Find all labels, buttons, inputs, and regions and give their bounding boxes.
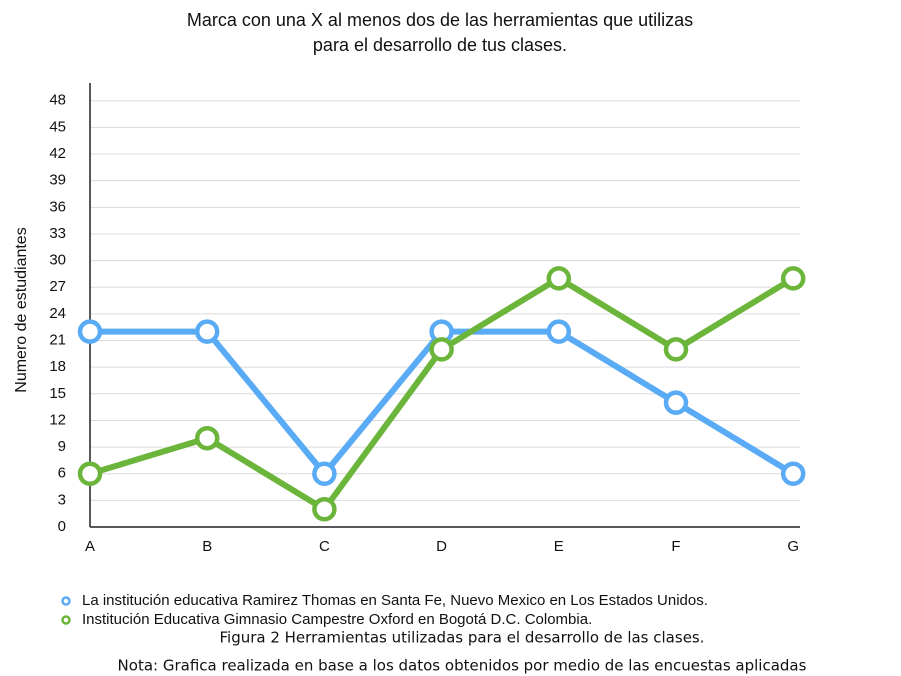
y-tick-label: 12 [49,411,66,428]
x-tick-label: E [554,538,564,555]
y-tick-label: 36 [49,198,66,215]
legend-label: Institución Educativa Gimnasio Campestre… [82,611,592,628]
data-point [194,425,220,451]
legend-label: La institución educativa Ramirez Thomas … [82,592,708,609]
y-tick-label: 9 [58,438,66,455]
data-point [663,337,689,362]
x-tick-label: A [85,538,95,555]
data-point [77,461,103,486]
y-axis-label: Numero de estudiantes [13,227,30,392]
data-point [194,319,220,344]
y-tick-label: 15 [49,385,66,402]
data-point [546,266,572,291]
y-tick-label: 24 [49,305,66,322]
x-tick-label: C [319,538,330,555]
caption: Figura 2 Herramientas utilizadas para el… [219,629,704,647]
data-point [780,461,806,486]
y-tick-label: 39 [49,172,66,189]
x-tick-label: B [202,538,212,555]
legend-marker [61,596,71,606]
data-point [312,496,337,522]
data-point [780,266,806,291]
data-point [77,319,103,344]
y-tick-label: 0 [58,518,66,535]
legend-marker [61,615,71,625]
y-tick-label: 30 [49,252,66,269]
data-point [312,461,337,486]
y-tick-label: 3 [58,491,66,508]
data-point [663,390,689,415]
y-tick-label: 6 [58,465,66,482]
chart-title: para el desarrollo de tus clases. [313,35,567,55]
y-tick-label: 18 [49,358,66,375]
data-point [546,319,572,344]
x-tick-label: D [436,538,447,555]
chart-title: Marca con una X al menos dos de las herr… [187,10,693,30]
x-tick-label: F [671,538,680,555]
y-tick-label: 21 [49,331,66,348]
y-tick-label: 48 [49,92,66,109]
data-point [429,337,454,362]
y-tick-label: 27 [49,278,66,295]
note: Nota: Grafica realizada en base a los da… [118,657,807,675]
y-tick-label: 33 [49,225,66,242]
x-tick-label: G [787,538,799,555]
y-tick-label: 45 [49,118,66,135]
y-tick-label: 42 [49,145,66,162]
